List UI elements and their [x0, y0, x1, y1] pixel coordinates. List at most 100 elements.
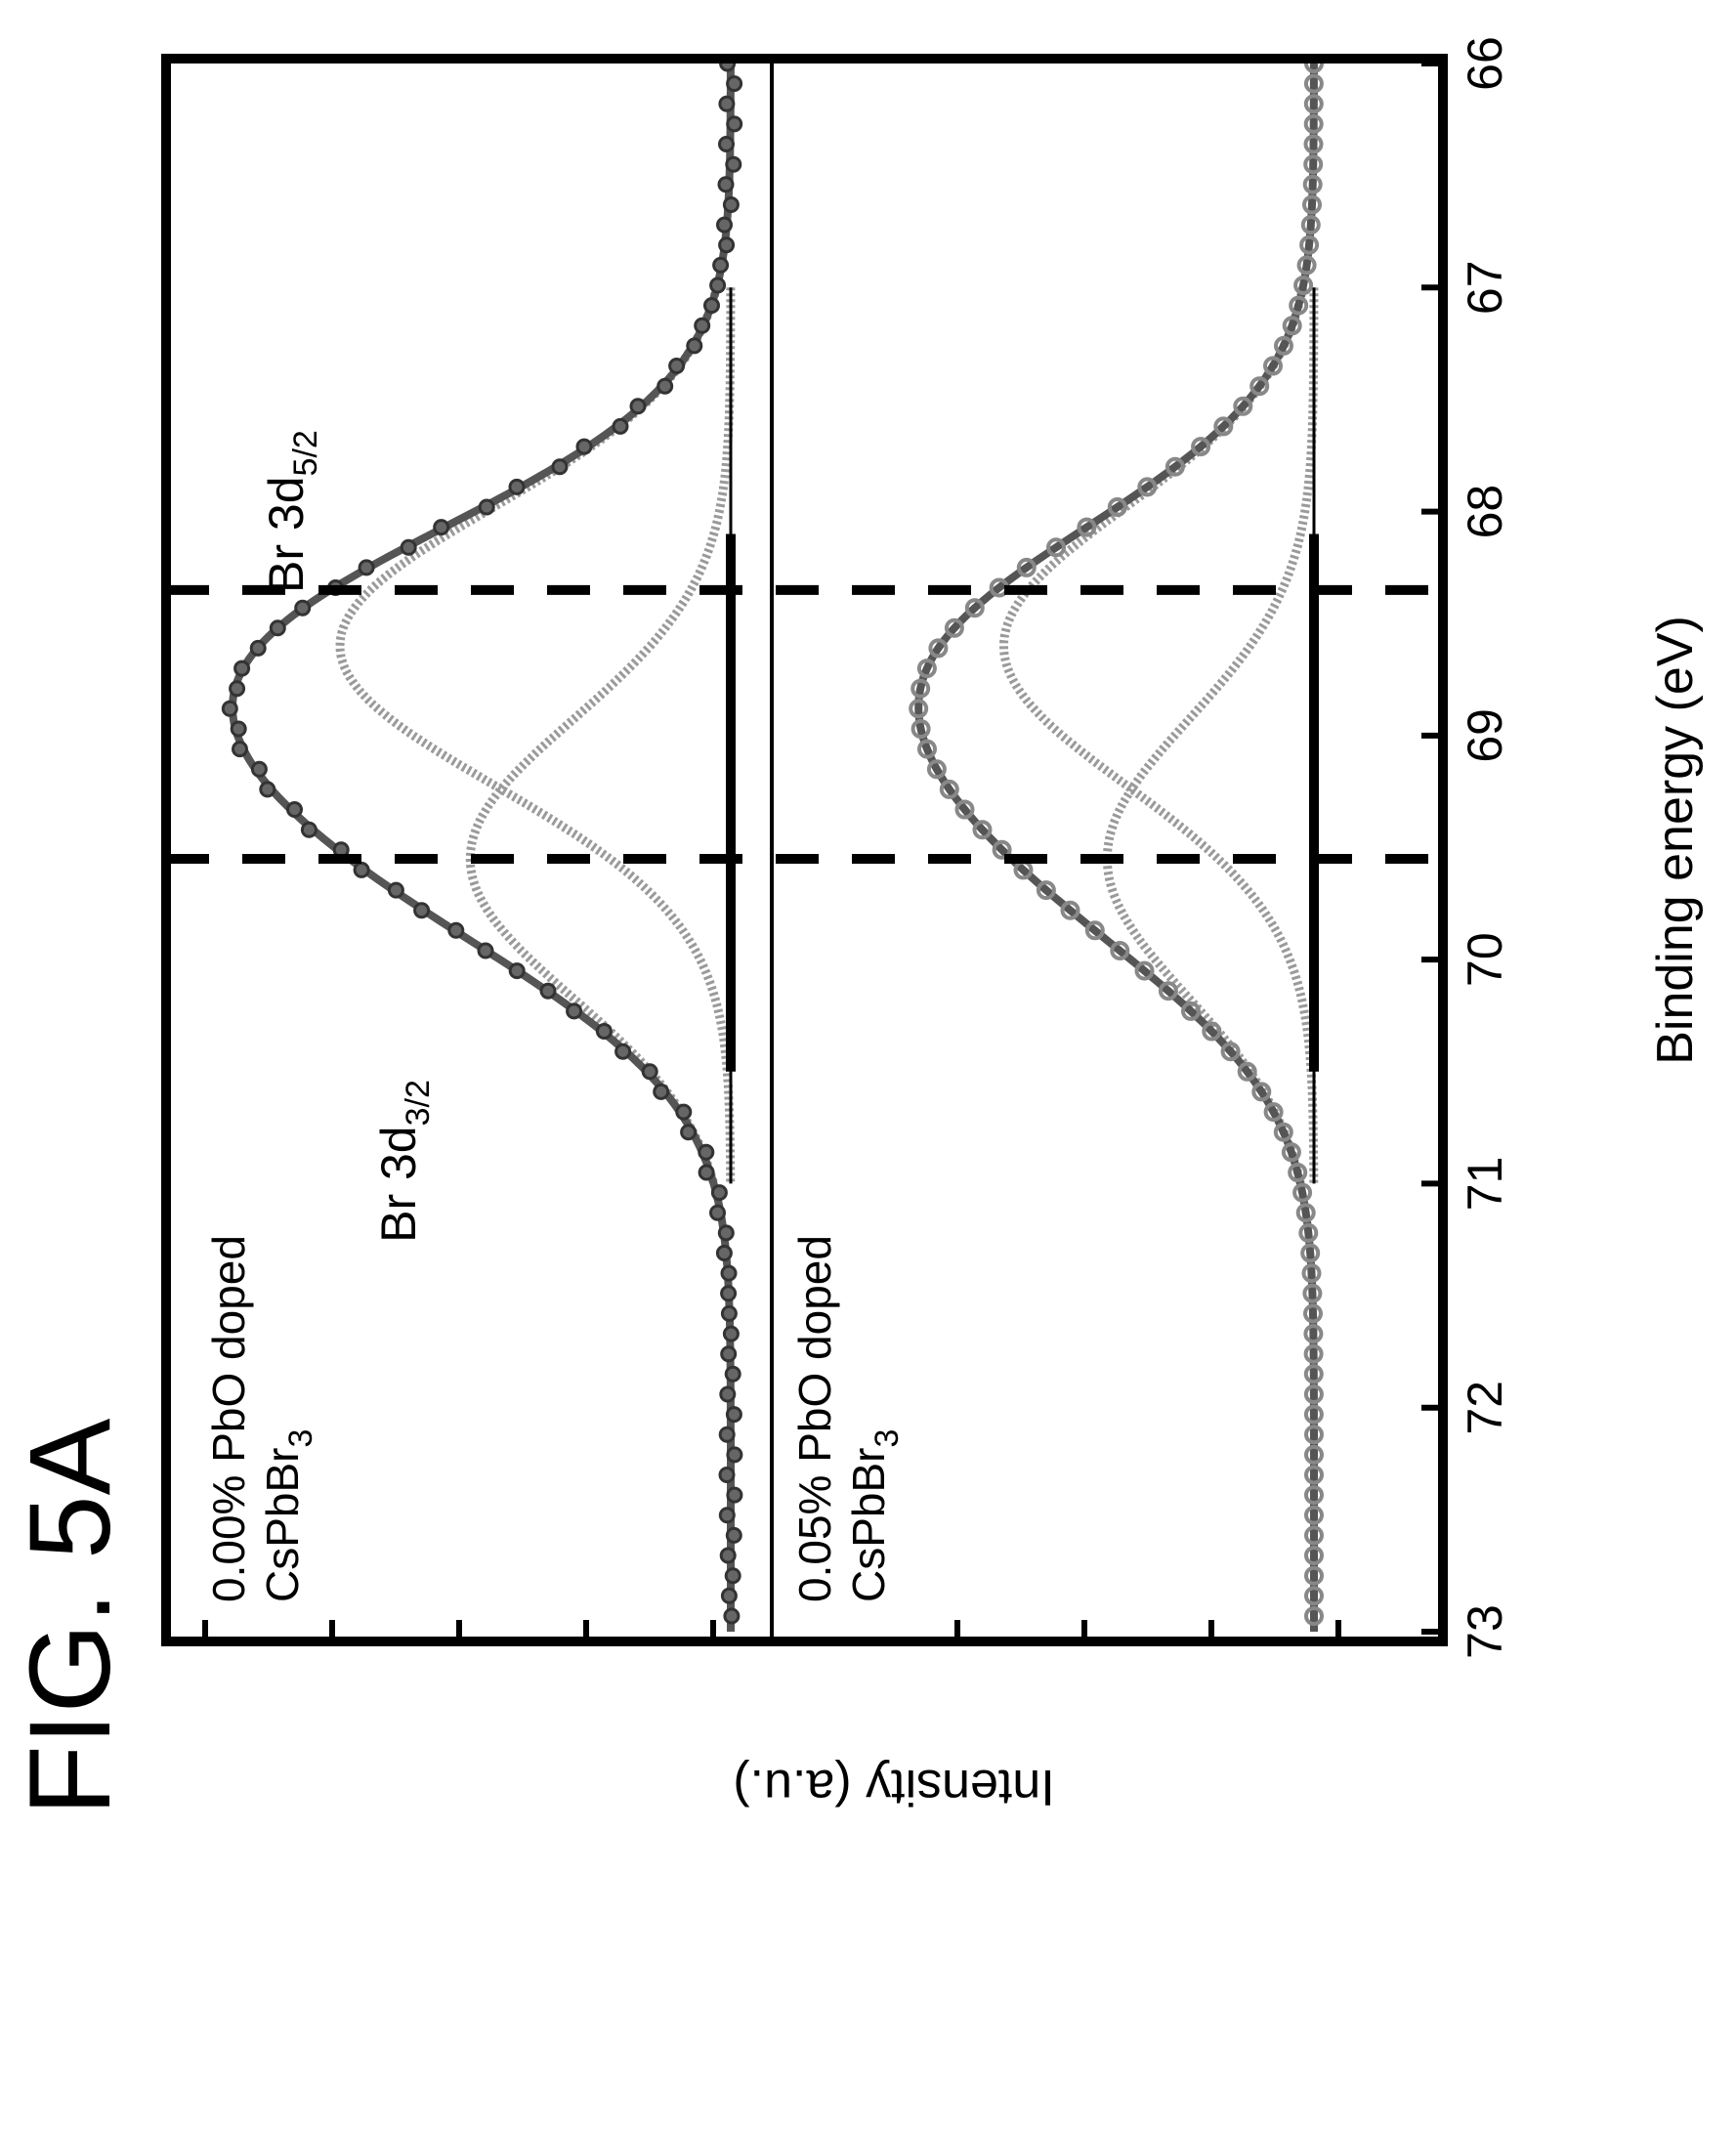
plot-border: [161, 54, 1448, 1646]
data-point: [1304, 1586, 1324, 1606]
data-point: [1282, 316, 1302, 336]
data-point: [1110, 941, 1130, 960]
data-point: [1134, 960, 1155, 981]
data-point: [726, 115, 743, 133]
data-point: [718, 95, 736, 112]
data-point: [703, 297, 720, 315]
data-point: [229, 680, 246, 698]
component-curve-1: [465, 287, 736, 1185]
data-point: [413, 902, 431, 919]
data-point: [1274, 335, 1293, 356]
panel-label-line1-1: 0.00% PbO doped: [203, 1235, 254, 1602]
data-point: [575, 438, 593, 455]
x-tick-label-73: 73: [1458, 1604, 1512, 1659]
data-point: [717, 1224, 735, 1242]
data-point: [1303, 1384, 1324, 1404]
x-tick-label-70: 70: [1458, 932, 1512, 987]
data-point: [1273, 1122, 1293, 1142]
component-curve-1: [1102, 287, 1319, 1185]
data-point: [718, 136, 735, 152]
envelope-fit: [914, 63, 1318, 1632]
data-point: [1303, 73, 1324, 94]
data-point: [1295, 1203, 1316, 1223]
data-point: [726, 75, 743, 93]
data-point: [1302, 194, 1322, 215]
data-point: [720, 1345, 738, 1363]
x-tick-label-69: 69: [1458, 708, 1512, 763]
data-point: [629, 398, 647, 415]
data-point: [230, 720, 247, 738]
data-point: [269, 619, 286, 637]
data-point: [686, 337, 703, 355]
data-point: [725, 1406, 742, 1424]
data-point: [1303, 154, 1324, 175]
data-point: [1016, 557, 1037, 577]
data-point: [1202, 1021, 1222, 1042]
data-point: [1084, 920, 1105, 941]
data-point: [680, 1124, 698, 1141]
data-point: [551, 458, 569, 476]
data-point: [1263, 356, 1283, 376]
data-point: [698, 1164, 715, 1181]
data-point: [358, 559, 375, 576]
data-point: [928, 638, 949, 659]
data-point: [675, 1103, 693, 1121]
data-point: [1299, 234, 1320, 255]
data-point: [1249, 376, 1270, 397]
data-point: [1107, 497, 1127, 517]
x-axis-title: Binding energy (eV): [1647, 616, 1704, 1065]
x-axis-ticks: 73 72 71 70 69 68 67 66: [1421, 36, 1512, 1659]
data-point: [944, 617, 964, 638]
data-point: [1298, 1222, 1319, 1243]
data-point: [723, 1607, 741, 1625]
data-point: [1304, 1525, 1324, 1546]
data-point: [1300, 1243, 1321, 1263]
data-point: [478, 498, 495, 516]
data-point: [250, 760, 268, 778]
data-point: [710, 1184, 728, 1202]
data-point: [718, 1426, 736, 1443]
data-point: [641, 1063, 658, 1081]
data-point: [539, 982, 557, 1000]
data-point: [1220, 1042, 1241, 1062]
data-point: [939, 779, 959, 799]
data-point: [964, 598, 985, 618]
data-point: [718, 1467, 736, 1483]
data-point: [1302, 1283, 1323, 1303]
data-point: [286, 801, 303, 818]
data-point: [909, 699, 929, 719]
data-point: [917, 739, 937, 759]
data-point: [910, 678, 931, 699]
data-point: [1303, 134, 1324, 154]
data-point: [1077, 517, 1097, 537]
y-axis-ticks: [202, 1620, 1341, 1641]
data-point: [1300, 215, 1321, 235]
data-point: [720, 1264, 738, 1282]
annotations: 0.00% PbO doped CsPbBr3 0.05% PbO doped CsP…: [203, 430, 906, 1602]
data-point: [717, 176, 735, 193]
data-point: [1237, 1061, 1257, 1082]
data-point: [1191, 437, 1211, 457]
data-point: [1301, 1263, 1322, 1284]
x-tick-label-71: 71: [1458, 1157, 1512, 1212]
data-point: [1137, 477, 1158, 497]
data-point: [1304, 1505, 1324, 1525]
data-point: [259, 781, 276, 798]
data-point: [1303, 113, 1324, 134]
data-point: [1304, 1565, 1324, 1586]
plot-frame: [161, 54, 1448, 1646]
data-point: [1292, 1182, 1313, 1203]
data-point: [1288, 1163, 1308, 1182]
data-point: [726, 1446, 743, 1464]
data-point: [400, 538, 417, 556]
data-point: [724, 1365, 741, 1383]
y-axis-title: Intensity (a.u.): [733, 1759, 1054, 1815]
data-point: [1046, 537, 1066, 558]
panel-label-line2-2: CsPbBr3: [843, 1429, 906, 1602]
data-point: [709, 277, 727, 294]
data-point: [1302, 174, 1323, 194]
data-point: [712, 256, 730, 274]
data-point: [972, 820, 993, 840]
data-point: [1304, 1444, 1324, 1465]
data-point: [719, 1385, 737, 1403]
